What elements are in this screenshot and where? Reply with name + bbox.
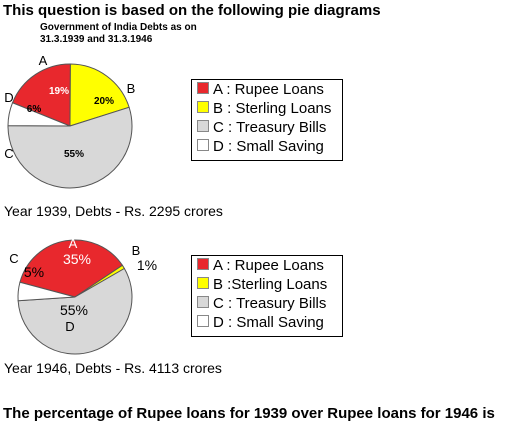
question-text: The percentage of Rupee loans for 1939 o… (3, 405, 495, 422)
legend-label: C : Treasury Bills (213, 119, 327, 136)
question-heading: This question is based on the following … (3, 2, 381, 19)
legend-item-sterling-loans: B : Sterling Loans (197, 99, 331, 119)
pie-slice-c (17, 267, 133, 355)
slice-value-label-d: 6% (27, 104, 42, 115)
pie-chart-1939: 19% 20% 55% 6% A B C D (4, 53, 136, 189)
legend-label: C : Treasury Bills (213, 295, 327, 312)
legend-1939: A : Rupee Loans B : Sterling Loans C : T… (191, 79, 343, 161)
legend-swatch-b (197, 277, 209, 289)
slice-letter-label-a: A (39, 53, 48, 68)
slice-letter-label-c: C (9, 251, 18, 266)
legend-label: B : Sterling Loans (213, 100, 332, 117)
chart-caption: Government of India Debts as on 31.3.193… (40, 22, 197, 46)
slice-letter-label-b: B (132, 243, 141, 258)
slice-value-label-a: 19% (49, 86, 69, 97)
slice-value-label-a: 35% (63, 251, 91, 267)
chart-footer-1946: Year 1946, Debts - Rs. 4113 crores (4, 360, 222, 376)
pie-slice-d (17, 281, 76, 302)
legend-item-sterling-loans: B :Sterling Loans (197, 275, 327, 295)
legend-swatch-d (197, 315, 209, 327)
slice-value-label-c: 55% (60, 302, 88, 318)
legend-swatch-a (197, 258, 209, 270)
legend-swatch-c (197, 296, 209, 308)
legend-label: D : Small Saving (213, 314, 324, 331)
legend-item-rupee-loans: A : Rupee Loans (197, 256, 324, 276)
pie-slice-a (11, 63, 71, 127)
legend-swatch-c (197, 120, 209, 132)
legend-item-small-saving: D : Small Saving (197, 137, 324, 157)
slice-value-label-b: 1% (137, 257, 157, 273)
legend-swatch-b (197, 101, 209, 113)
legend-label: B :Sterling Loans (213, 276, 328, 293)
legend-1946: A : Rupee Loans B :Sterling Loans C : Tr… (191, 255, 343, 337)
pie-chart-1946: 35% 1% 55% 5% A B C D (9, 236, 157, 355)
legend-item-treasury-bills: C : Treasury Bills (197, 294, 326, 314)
legend-item-treasury-bills: C : Treasury Bills (197, 118, 326, 138)
slice-letter-label-b: B (127, 81, 136, 96)
pie-slice-d (7, 102, 71, 127)
chart-footer-1939: Year 1939, Debts - Rs. 2295 crores (4, 203, 223, 219)
legend-swatch-a (197, 82, 209, 94)
legend-item-small-saving: D : Small Saving (197, 313, 324, 333)
chart-caption-line-2: 31.3.1939 and 31.3.1946 (40, 34, 153, 45)
slice-value-label-d: 5% (24, 264, 44, 280)
slice-value-label-c: 55% (64, 149, 84, 160)
slice-letter-label-a: A (69, 236, 78, 251)
legend-item-rupee-loans: A : Rupee Loans (197, 80, 324, 100)
slice-letter-label-c: C (4, 146, 13, 161)
legend-label: D : Small Saving (213, 138, 324, 155)
chart-caption-line-1: Government of India Debts as on (40, 22, 197, 33)
slice-letter-label-d: D (65, 319, 74, 334)
legend-swatch-d (197, 139, 209, 151)
slice-value-label-b: 20% (94, 96, 114, 107)
pie-slice-a (19, 239, 124, 298)
legend-label: A : Rupee Loans (213, 257, 324, 274)
pie-slice-b (69, 63, 130, 127)
slice-letter-label-d: D (4, 90, 13, 105)
pie-slice-c (7, 106, 133, 189)
legend-label: A : Rupee Loans (213, 81, 324, 98)
